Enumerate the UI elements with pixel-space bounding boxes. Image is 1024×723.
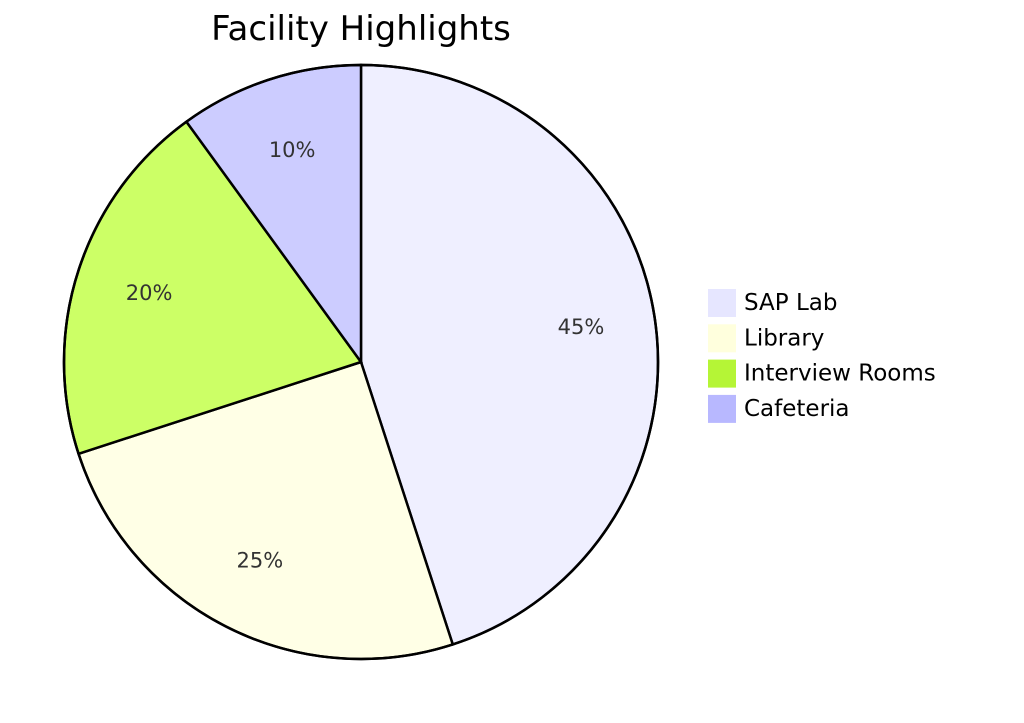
legend-label: Library bbox=[744, 325, 824, 351]
legend-swatch bbox=[708, 359, 736, 388]
legend: SAP Lab Library Interview Rooms Cafeteria bbox=[708, 289, 936, 423]
legend-label: Interview Rooms bbox=[744, 361, 936, 387]
slice-percent-label: 10% bbox=[269, 138, 316, 162]
slice-percent-label: 20% bbox=[126, 281, 173, 305]
slice-percent-label: 45% bbox=[558, 315, 605, 339]
legend-label: Cafeteria bbox=[744, 396, 850, 422]
slice-percent-label: 25% bbox=[237, 548, 284, 572]
pie-outline bbox=[62, 63, 660, 661]
legend-swatch bbox=[708, 289, 736, 317]
legend-swatch bbox=[708, 394, 736, 423]
legend-swatch bbox=[708, 324, 736, 353]
pie-slice-labels: 45% 25% 20% 10% bbox=[126, 138, 605, 572]
chart-title: Facility Highlights bbox=[211, 9, 511, 49]
pie-slices bbox=[62, 63, 660, 661]
legend-label: SAP Lab bbox=[744, 290, 837, 316]
